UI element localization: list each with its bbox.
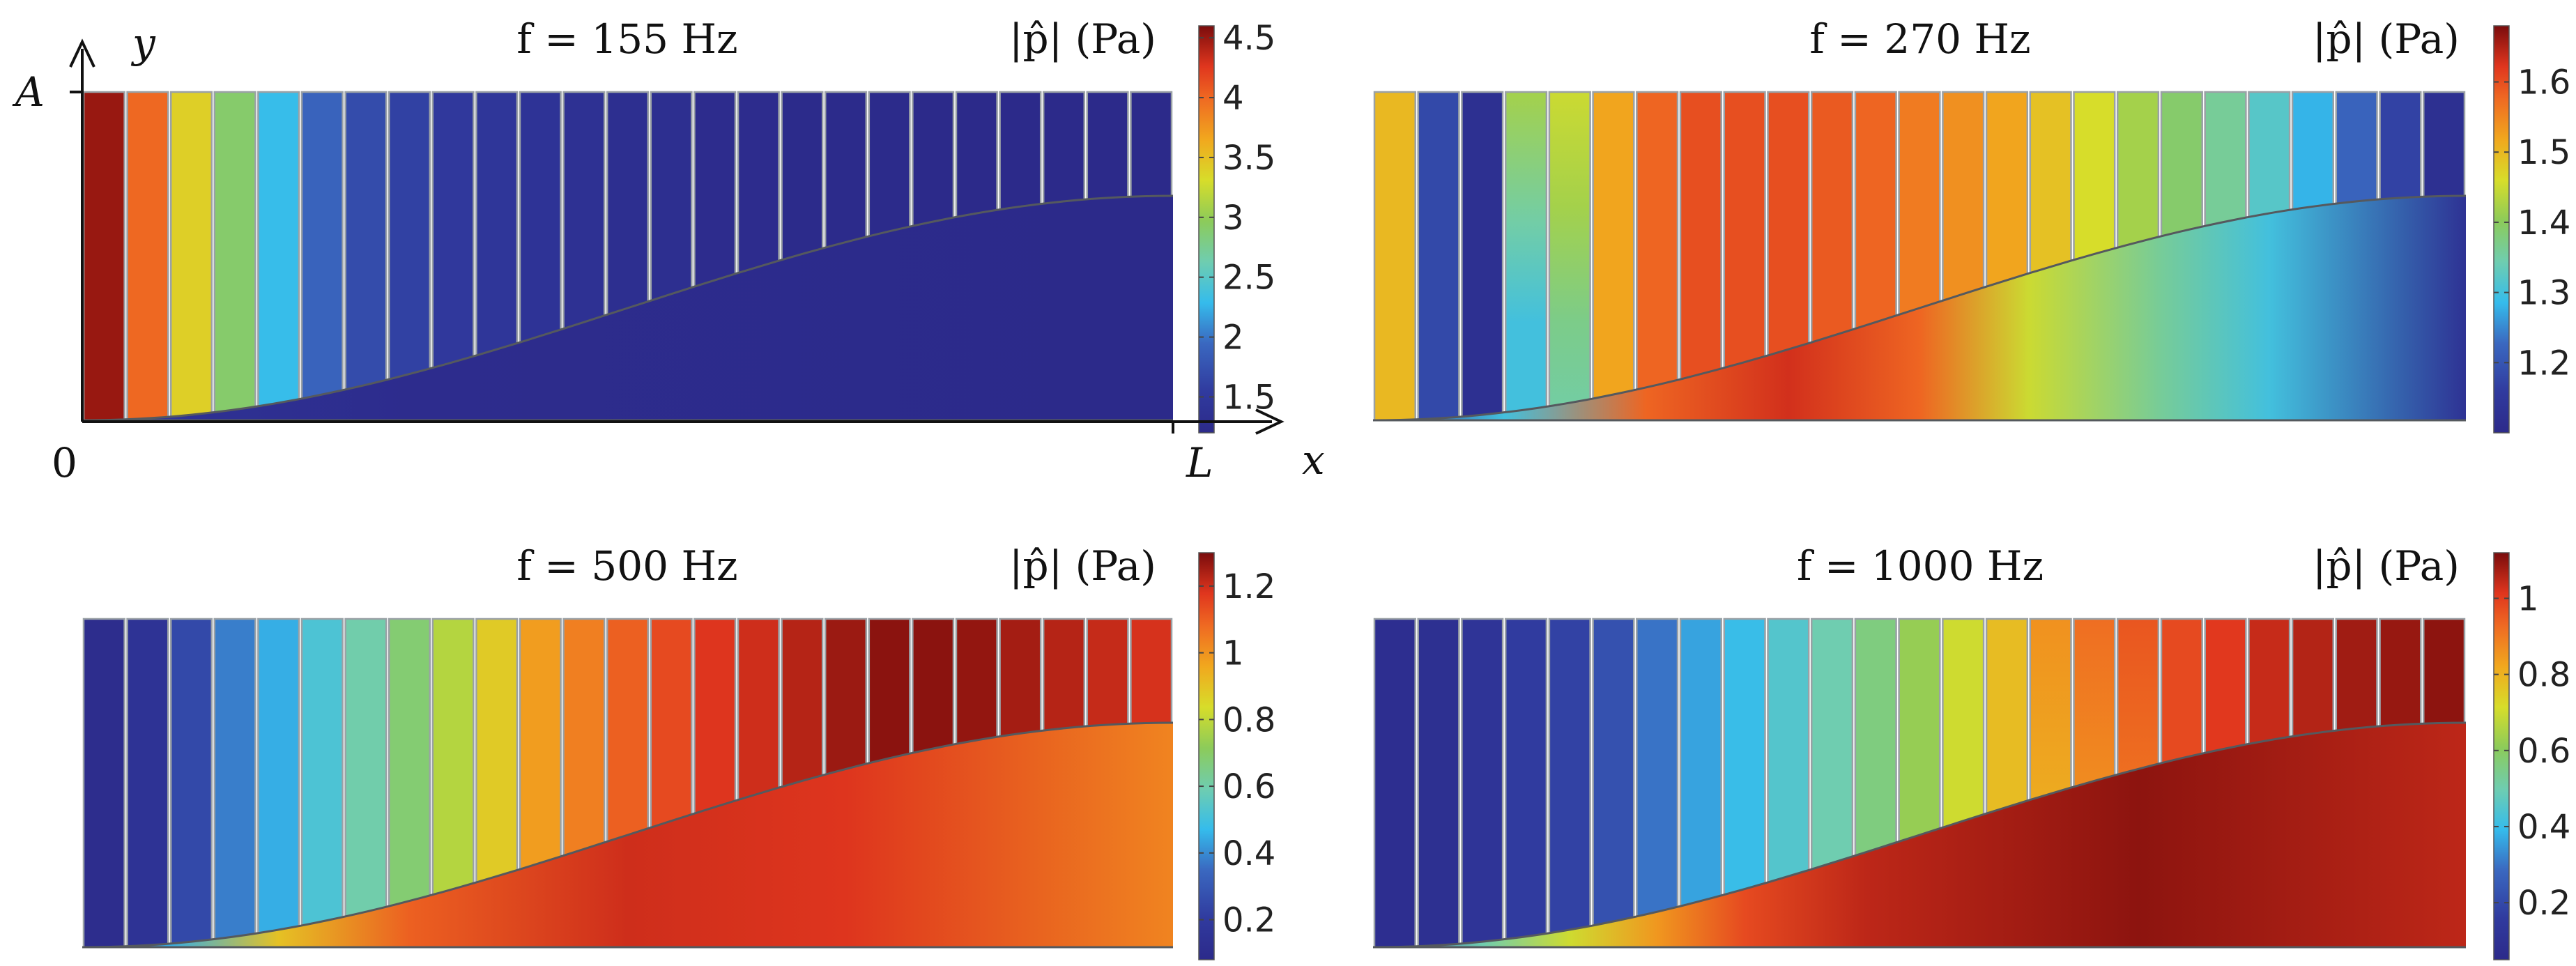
colorbar <box>1198 25 1215 434</box>
resonator-cell <box>1636 91 1679 422</box>
resonator-cell <box>1373 91 1416 422</box>
resonator-cell <box>1636 618 1679 949</box>
resonator-cell <box>126 618 169 949</box>
resonator-cell <box>213 91 256 422</box>
colorbar-tick-label: 1 <box>1222 634 1244 673</box>
colorbar-tick-label: 3.5 <box>1222 139 1275 178</box>
resonator-cell <box>169 91 213 422</box>
colorbar-tick-label: 1.2 <box>2517 344 2570 383</box>
resonator-cell <box>82 618 125 949</box>
y-axis-label: y <box>130 20 156 67</box>
resonator-cell <box>300 618 344 949</box>
colorbar-tick-label: 0.6 <box>1222 767 1275 806</box>
x-axis-arrow-icon <box>1255 408 1285 435</box>
x-axis-label: x <box>1302 436 1325 484</box>
resonator-cell <box>300 91 344 422</box>
wall-profile-curve <box>82 194 1174 422</box>
colorbar <box>2493 25 2510 434</box>
resonator-cell <box>1548 91 1591 422</box>
colorbar-tick-label: 1 <box>2517 579 2539 618</box>
colorbar-label: |p̂| (Pa) <box>1009 15 1156 63</box>
resonator-cell <box>213 618 256 949</box>
colorbar <box>2493 552 2510 960</box>
colorbar-label: |p̂| (Pa) <box>1009 542 1156 590</box>
resonator-cell <box>1679 91 1722 422</box>
wall-profile-curve <box>1372 194 2467 422</box>
y-axis-arrow-icon <box>69 38 95 68</box>
colorbar-tick-label: 0.2 <box>2517 884 2570 923</box>
colorbar-tick-label: 1.2 <box>1222 567 1275 606</box>
amplitude-label: A <box>12 68 45 116</box>
panel-1000hz: 0.2 0.4 0.6 0.8 1 f = 1000 Hz |p̂| (Pa) <box>1372 542 2570 960</box>
resonator-cell <box>1548 618 1591 949</box>
colorbar-tick-label: 1.3 <box>2517 274 2570 313</box>
colorbar-tick-label: 1.5 <box>1222 378 1275 417</box>
resonator-cell <box>1373 618 1416 949</box>
colorbar-tick-label: 0.6 <box>2517 732 2570 771</box>
panel-500hz: 0.2 0.4 0.6 0.8 1 1.2 f = 500 Hz |p̂| (Pa) <box>82 542 1275 960</box>
colorbar-tick-label: 0.2 <box>1222 901 1275 940</box>
resonator-cell <box>257 91 300 422</box>
resonator-cell <box>1504 618 1548 949</box>
colorbar-label: |p̂| (Pa) <box>2313 542 2460 590</box>
colorbar-tick-label: 0.8 <box>1222 700 1275 739</box>
resonator-cell <box>344 91 388 422</box>
resonator-cell <box>126 91 169 422</box>
colorbar-tick-label: 4 <box>1222 79 1244 118</box>
colorbar-tick-label: 3 <box>1222 199 1244 238</box>
resonator-cell <box>1592 91 1635 422</box>
panel-155hz: 1.5 2 2.5 3 3.5 4 4.5 f = 155 Hz |p̂| (Pa) <box>82 15 1275 434</box>
resonator-cell <box>257 618 300 949</box>
axes-annotation: y A 0 L x <box>12 20 1325 486</box>
resonator-cell <box>1504 91 1548 422</box>
panel-title: f = 500 Hz <box>516 542 737 590</box>
resonator-cell <box>1417 91 1460 422</box>
resonator-cell <box>388 91 431 422</box>
resonator-cell <box>82 91 125 422</box>
colorbar-tick-label: 1.4 <box>2517 204 2570 243</box>
colorbar-tick-label: 1.5 <box>2517 133 2570 172</box>
colorbar-tick-label: 1.6 <box>2517 63 2570 102</box>
wall-profile-curve <box>82 721 1174 949</box>
resonator-cell <box>1417 618 1460 949</box>
resonator-cell <box>169 618 213 949</box>
colorbar-tick-label: 2 <box>1222 319 1244 358</box>
colorbar-tick-label: 0.8 <box>2517 656 2570 695</box>
colorbar-tick-label: 4.5 <box>1222 19 1275 58</box>
resonator-cell <box>344 618 388 949</box>
wall-profile-curve <box>1372 721 2467 949</box>
colorbar-tick-label: 0.4 <box>1222 834 1275 873</box>
colorbar-tick-label: 0.4 <box>2517 808 2570 847</box>
resonator-cell <box>1461 618 1504 949</box>
origin-label: 0 <box>52 439 77 486</box>
panel-title: f = 1000 Hz <box>1797 542 2044 590</box>
colorbar-label: |p̂| (Pa) <box>2313 15 2460 63</box>
panel-title: f = 270 Hz <box>1809 15 2030 63</box>
panel-title: f = 155 Hz <box>516 15 737 63</box>
resonator-cell <box>1461 91 1504 422</box>
panel-270hz: 1.2 1.3 1.4 1.5 1.6 f = 270 Hz |p̂| (Pa) <box>1372 15 2570 434</box>
resonator-cell <box>1679 618 1722 949</box>
length-label: L <box>1186 439 1213 486</box>
resonator-cell <box>1592 618 1635 949</box>
colorbar-tick-label: 2.5 <box>1222 259 1275 298</box>
colorbar <box>1198 552 1215 960</box>
